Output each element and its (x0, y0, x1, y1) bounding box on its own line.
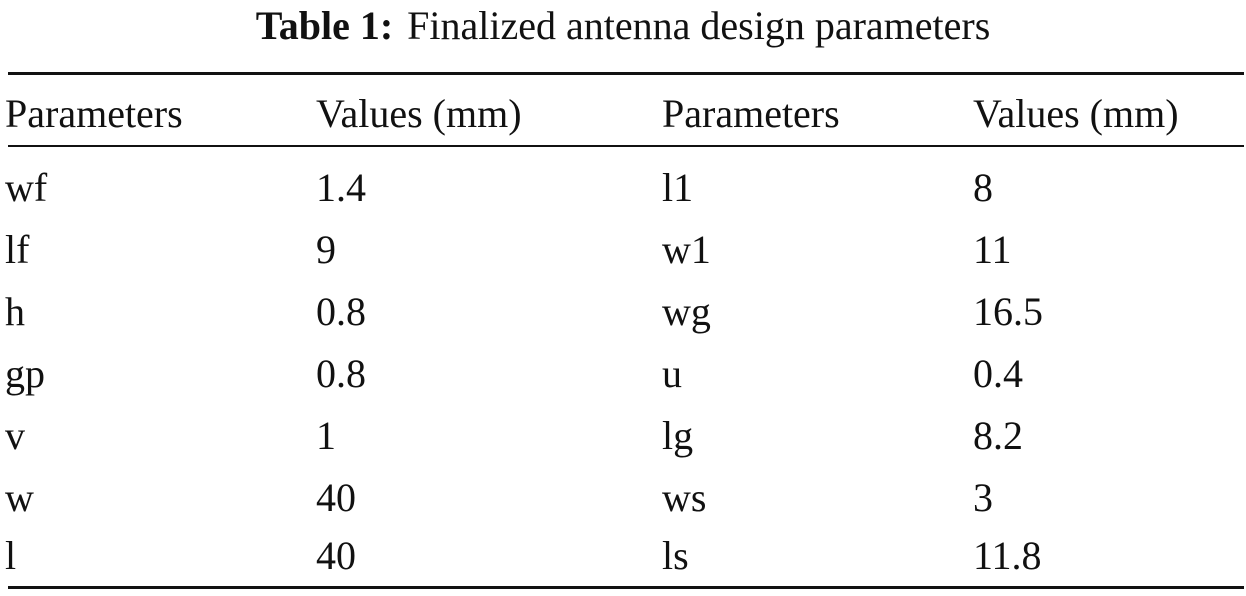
table-caption-text: Finalized antenna design parameters (407, 3, 991, 48)
value-cell: 11.8 (973, 533, 1042, 578)
table-top-rule (8, 72, 1244, 75)
value-cell: 0.8 (316, 289, 366, 334)
param-cell: v (5, 413, 25, 458)
value-cell: 40 (316, 475, 356, 520)
param-cell: l1 (662, 165, 694, 210)
table-caption-label: Table 1: (255, 3, 394, 48)
header-values-right: Values (mm) (973, 91, 1179, 136)
table-row: gp 0.8 u 0.4 (0, 344, 1246, 404)
table-row: h 0.8 wg 16.5 (0, 282, 1246, 342)
param-cell: w (5, 475, 34, 520)
param-cell: u (662, 351, 682, 396)
header-values-left: Values (mm) (316, 91, 522, 136)
table-row: v 1 lg 8.2 (0, 406, 1246, 466)
table-row: wf 1.4 l1 8 (0, 158, 1246, 218)
value-cell: 16.5 (973, 289, 1043, 334)
table-row: w 40 ws 3 (0, 468, 1246, 528)
value-cell: 11 (973, 227, 1012, 272)
param-cell: ls (662, 533, 689, 578)
param-cell: h (5, 289, 25, 334)
value-cell: 8 (973, 165, 993, 210)
table-bottom-rule (8, 586, 1244, 589)
value-cell: 40 (316, 533, 356, 578)
param-cell: l (5, 533, 17, 578)
header-parameters-right: Parameters (662, 91, 840, 136)
value-cell: 0.8 (316, 351, 366, 396)
table-header-row: Parameters Values (mm) Parameters Values… (0, 84, 1246, 144)
value-cell: 1.4 (316, 165, 366, 210)
value-cell: 0.4 (973, 351, 1023, 396)
value-cell: 1 (316, 413, 336, 458)
param-cell: wf (5, 165, 48, 210)
value-cell: 3 (973, 475, 993, 520)
param-cell: ws (662, 475, 707, 520)
table-caption: Table 1: Finalized antenna design paramet… (0, 0, 1246, 52)
table-header-rule (8, 145, 1244, 147)
param-cell: lg (662, 413, 694, 458)
param-cell: lf (5, 227, 30, 272)
value-cell: 9 (316, 227, 336, 272)
param-cell: w1 (662, 227, 711, 272)
table-row: l 40 ls 11.8 (0, 526, 1246, 586)
value-cell: 8.2 (973, 413, 1023, 458)
param-cell: wg (662, 289, 711, 334)
param-cell: gp (5, 351, 45, 396)
table-row: lf 9 w1 11 (0, 220, 1246, 280)
header-parameters-left: Parameters (5, 91, 183, 136)
